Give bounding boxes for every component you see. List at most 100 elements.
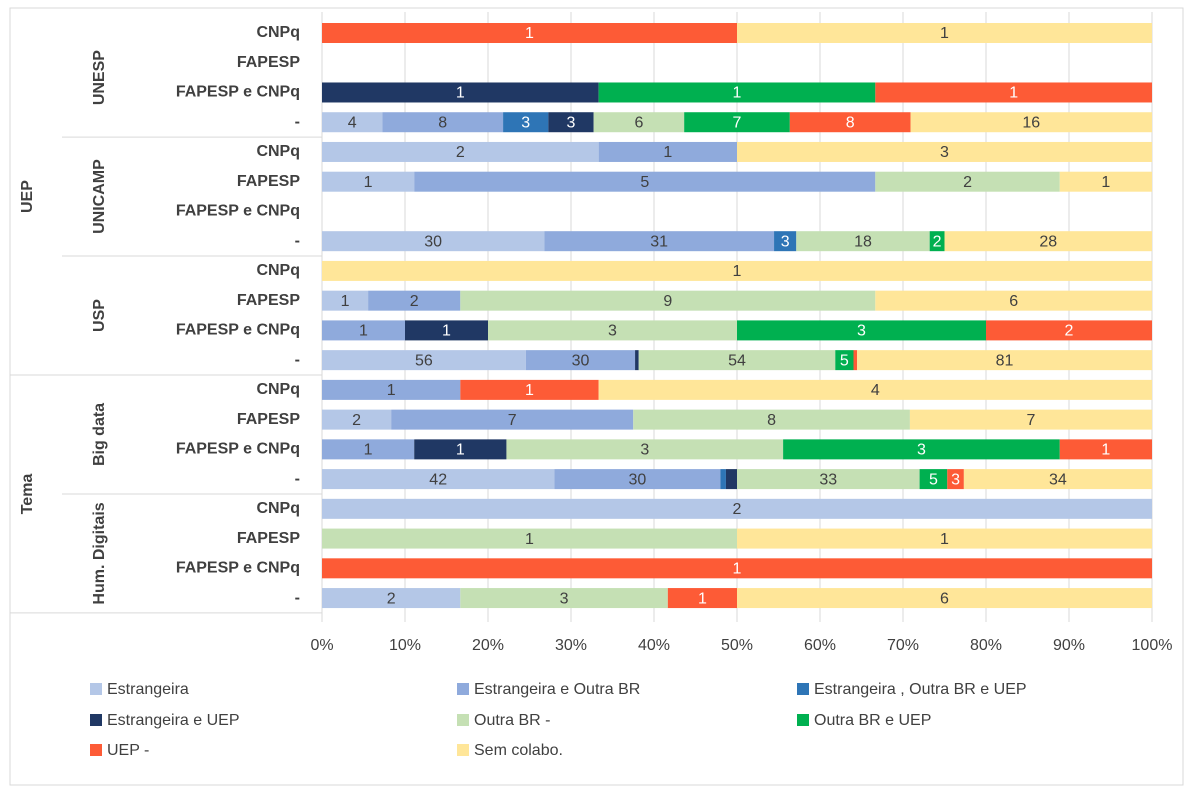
bar-segment [963,469,1152,490]
category-label: CNPq [256,24,300,41]
x-tick-label: 0% [310,637,333,654]
category-label: FAPESP [237,173,300,190]
bar-segment [857,350,1152,371]
data-label: 1 [364,174,373,191]
category-label: CNPq [256,143,300,160]
data-label: 31 [650,233,668,250]
subgroup-label: Big data [91,403,108,466]
bar-segment [460,379,599,400]
bar-segment [789,112,911,133]
bar-segment [460,588,668,609]
bar-segment [737,588,1152,609]
data-label: 3 [857,323,866,340]
bar-segment [322,171,415,192]
legend-label: Sem colabo. [474,742,563,759]
data-label: 8 [438,114,447,131]
group-label: UEP [19,180,36,213]
data-label: 3 [640,442,649,459]
bar-segment [544,231,775,252]
category-label: FAPESP e CNPq [176,322,300,339]
category-label: FAPESP e CNPq [176,441,300,458]
data-label: 1 [341,293,350,310]
data-label: 8 [767,412,776,429]
bar-segment [774,231,797,252]
data-label: 1 [733,263,742,280]
legend-label: Estrangeira e Outra BR [474,681,640,698]
frame [9,7,1184,786]
data-label: 2 [387,590,396,607]
data-label: 5 [840,352,849,369]
data-label: 1 [525,25,534,42]
bar-segment [322,141,599,162]
bar-segment [638,350,836,371]
bar-segment [414,171,876,192]
legend-swatch [797,683,809,695]
bar-segment [875,82,1152,103]
data-label: 2 [410,293,419,310]
bar-segment [1059,171,1152,192]
bar-segment [725,469,737,490]
bar-segment [322,260,1152,281]
data-label: 1 [456,85,465,102]
bar-segment [322,379,461,400]
bar-segment [414,439,507,460]
bar-segment [737,528,1152,549]
data-label: 6 [1009,293,1018,310]
bar-segment [593,112,685,133]
category-label: FAPESP e CNPq [176,203,300,220]
bar-segment [322,350,526,371]
x-tick-label: 100% [1132,637,1173,654]
bar-segment [737,469,920,490]
bar-segment [910,112,1152,133]
group-label: Tema [19,474,36,515]
bar-segment [322,409,392,430]
bar-segment [1059,439,1152,460]
bar-segment [488,320,737,341]
bar-segment [405,320,488,341]
bar-segment [322,290,369,311]
data-label: 1 [698,590,707,607]
bar-segment [633,409,910,430]
data-label: 3 [560,590,569,607]
data-label: 30 [424,233,442,250]
bar-segment [322,528,737,549]
legend-swatch [90,714,102,726]
data-label: 9 [663,293,672,310]
data-label: 1 [733,561,742,578]
bar-segment [322,469,555,490]
bar-segment [554,469,721,490]
data-label: 1 [359,323,368,340]
bar-segment [737,141,1152,162]
category-label: - [295,470,300,487]
category-label: FAPESP [237,411,300,428]
bar-segment [929,231,945,252]
bar-segment [737,320,986,341]
data-label: 28 [1039,233,1057,250]
data-label: 7 [1027,412,1036,429]
data-label: 1 [442,323,451,340]
bar-segment [919,469,948,490]
legend-label: Outra BR e UEP [814,712,931,729]
data-label: 7 [508,412,517,429]
legend-swatch [457,714,469,726]
bar-segment [909,409,1152,430]
legend-swatch [797,714,809,726]
category-label: FAPESP [237,292,300,309]
category-label: CNPq [256,500,300,517]
bar-segment [391,409,634,430]
data-label: 3 [940,144,949,161]
bar-segment [322,112,383,133]
legend-label: Outra BR - [474,712,550,729]
data-label: 42 [429,471,447,488]
category-label: CNPq [256,381,300,398]
data-label: 34 [1049,471,1067,488]
bar-segment [835,350,854,371]
data-label: 1 [364,442,373,459]
bar-segment [322,439,415,460]
subgroup-label: UNICAMP [91,159,108,234]
bar-segment [368,290,461,311]
bar-segment [322,82,599,103]
bar-segment [598,82,876,103]
legend-label: Estrangeira e UEP [107,712,240,729]
x-tick-label: 40% [638,637,670,654]
